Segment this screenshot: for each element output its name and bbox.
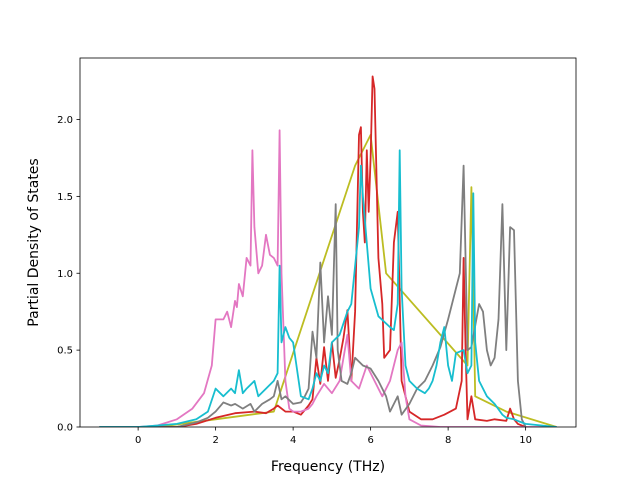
y-tick-label: 1.5 — [57, 192, 73, 203]
y-tick-label: 0.5 — [57, 346, 73, 357]
x-axis-label: Frequency (THz) — [271, 459, 385, 475]
axes-frame — [79, 57, 577, 428]
y-axis-label: Partial Density of States — [26, 158, 42, 326]
ticks-layer: 0 2 4 6 8 10 0.0 0.5 1.0 1.5 2.0 — [57, 115, 532, 446]
x-tick-label: 2 — [212, 435, 218, 446]
x-tick-label: 8 — [445, 435, 451, 446]
series-line-3 — [99, 129, 557, 427]
y-tick-label: 0.0 — [57, 423, 73, 434]
y-tick-label: 1.0 — [57, 269, 73, 280]
series-line-2 — [99, 75, 526, 427]
x-tick-label: 4 — [290, 435, 296, 446]
x-tick-label: 10 — [519, 435, 532, 446]
x-tick-label: 0 — [135, 435, 141, 446]
y-tick-label: 2.0 — [57, 115, 73, 126]
series-line-4 — [99, 164, 527, 427]
series-line-5 — [99, 149, 557, 427]
series-layer — [99, 75, 557, 427]
x-tick-label: 6 — [367, 435, 373, 446]
